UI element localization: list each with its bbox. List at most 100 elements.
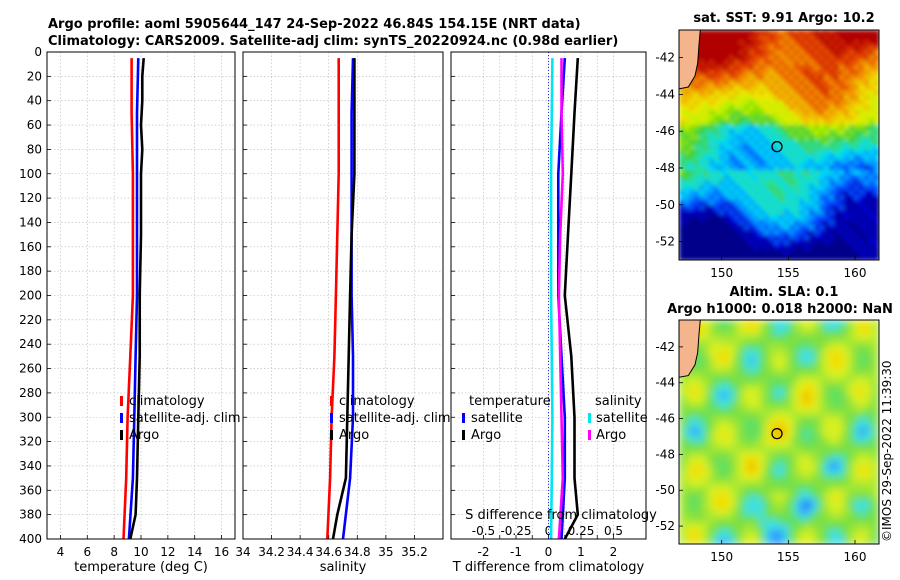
map-cell: [814, 120, 820, 126]
map-cell: [789, 320, 795, 326]
map-cell: [769, 383, 775, 389]
map-cell: [789, 50, 795, 56]
map-cell: [794, 402, 800, 409]
imos-credit: ©IMOS 29-Sep-2022 11:39:30: [880, 360, 894, 542]
map-cell: [859, 514, 865, 521]
map-cell: [759, 446, 765, 453]
map-cell: [744, 200, 750, 206]
map-cell: [749, 514, 755, 521]
map-cell: [859, 175, 865, 181]
map-cell: [704, 344, 710, 350]
map-cell: [794, 378, 800, 384]
map-cell: [769, 115, 775, 121]
map-cell: [749, 422, 755, 428]
map-cell: [854, 80, 860, 86]
map-cell: [864, 534, 870, 540]
map-cell: [854, 225, 860, 231]
map-cell: [754, 255, 760, 260]
map-cell: [869, 422, 875, 428]
map-cell: [869, 225, 875, 231]
map-cell: [709, 427, 715, 433]
map-cell: [869, 446, 875, 453]
map-cell: [829, 495, 835, 501]
map-cell: [754, 456, 760, 462]
map-cell: [754, 55, 760, 61]
map-cell: [824, 35, 830, 41]
map-cell: [684, 441, 690, 448]
map-cell: [759, 195, 765, 201]
map-cell: [844, 324, 850, 331]
map-cell: [744, 490, 750, 496]
map-cell: [874, 90, 879, 96]
map-cell: [804, 60, 810, 66]
map-cell: [739, 344, 745, 350]
map-cell: [764, 529, 770, 535]
map-cell: [844, 40, 850, 46]
map-cell: [764, 205, 770, 211]
map-cell: [704, 250, 710, 256]
map-cell: [804, 422, 810, 428]
map-cell: [694, 446, 700, 453]
map-cell: [734, 145, 740, 151]
map-cell: [804, 75, 810, 81]
map-cell: [769, 110, 775, 116]
map-cell: [694, 378, 700, 384]
map-cell: [699, 534, 705, 540]
map-cell: [839, 446, 845, 453]
map-cell: [864, 180, 870, 186]
map-cell: [804, 45, 810, 51]
map-cell: [689, 200, 695, 206]
map-cell: [684, 475, 690, 482]
map-cell: [839, 456, 845, 462]
map-cell: [754, 529, 760, 535]
map-cell: [689, 135, 695, 141]
map-cell: [744, 125, 750, 131]
map-cell: [774, 524, 780, 530]
map-cell: [814, 334, 820, 341]
map-cell: [719, 45, 725, 51]
map-cell: [679, 485, 685, 492]
map-cell: [704, 230, 710, 236]
map-cell: [774, 200, 780, 206]
map-cell: [769, 125, 775, 131]
map-cell: [819, 524, 825, 530]
map-cell: [824, 245, 830, 251]
map-cell: [679, 220, 685, 226]
map-cell: [744, 480, 750, 487]
map-cell: [744, 339, 750, 345]
map-cell: [864, 354, 870, 360]
map-cell: [709, 175, 715, 181]
map-cell: [774, 35, 780, 41]
map-cell: [774, 50, 780, 56]
map-cell: [764, 30, 770, 36]
map-cell: [784, 245, 790, 251]
map-cell: [699, 100, 705, 106]
map-cell: [774, 534, 780, 540]
plot-background: [243, 52, 443, 539]
map-cell: [869, 461, 875, 467]
map-cell: [809, 388, 815, 394]
map-cell: [789, 344, 795, 350]
map-cell: [689, 539, 695, 544]
map-cell: [794, 100, 800, 106]
map-cell: [769, 50, 775, 56]
map-cell: [819, 195, 825, 201]
map-cell: [699, 505, 705, 511]
map-cell: [854, 466, 860, 472]
map-cell: [824, 446, 830, 453]
map-cell: [859, 80, 865, 86]
map-cell: [724, 240, 730, 246]
map-cell: [824, 175, 830, 181]
map-cell: [729, 358, 735, 365]
map-cell: [729, 529, 735, 535]
map-cell: [754, 505, 760, 511]
map-cell: [789, 95, 795, 101]
map-cell: [779, 393, 785, 399]
map-cell: [869, 105, 875, 111]
map-cell: [709, 358, 715, 365]
y-tick-label: 0: [34, 45, 42, 59]
map-cell: [844, 125, 850, 131]
map-cell: [764, 388, 770, 394]
map-cell: [854, 456, 860, 462]
map-cell: [874, 35, 879, 41]
